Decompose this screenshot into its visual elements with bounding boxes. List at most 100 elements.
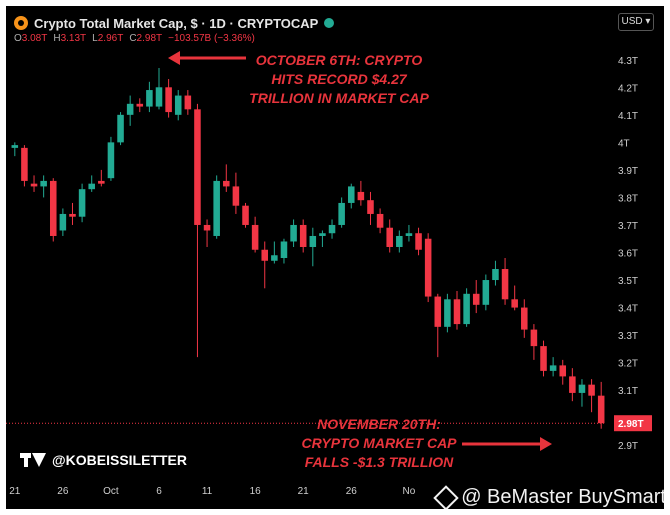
candle-body[interactable] bbox=[155, 87, 163, 107]
candle-body[interactable] bbox=[559, 365, 567, 377]
candle-body[interactable] bbox=[347, 186, 355, 203]
x-tick-label: No bbox=[403, 486, 416, 497]
candle-body[interactable] bbox=[319, 233, 326, 236]
candle-body[interactable] bbox=[511, 299, 518, 308]
candle-body[interactable] bbox=[242, 205, 249, 225]
top-annotation: OCTOBER 6TH: CRYPTO HITS RECORD $4.27 TR… bbox=[244, 51, 434, 108]
candle-body[interactable] bbox=[59, 213, 67, 231]
candle-body[interactable] bbox=[78, 189, 86, 217]
candle-body[interactable] bbox=[21, 147, 28, 181]
candle-body[interactable] bbox=[521, 307, 528, 330]
y-tick-label: 2.98T bbox=[618, 419, 644, 430]
candle-body[interactable] bbox=[232, 186, 240, 206]
candle-body[interactable] bbox=[463, 293, 470, 325]
candle-body[interactable] bbox=[40, 180, 47, 187]
tradingview-logo-icon bbox=[20, 453, 46, 467]
candle-body[interactable] bbox=[271, 255, 278, 261]
candle-body[interactable] bbox=[386, 227, 393, 247]
candle-body[interactable] bbox=[597, 395, 605, 424]
cryptocap-logo-icon bbox=[14, 16, 28, 30]
candle-body[interactable] bbox=[569, 376, 576, 393]
bottom-annotation-line: NOVEMBER 20TH: bbox=[317, 416, 441, 432]
candle-body[interactable] bbox=[549, 365, 557, 371]
y-tick-label: 3.9T bbox=[618, 166, 638, 177]
current-price-tag bbox=[614, 415, 652, 432]
candle-body[interactable] bbox=[280, 241, 288, 259]
watermark-text: @KOBEISSILETTER bbox=[52, 452, 187, 468]
candle-body[interactable] bbox=[30, 183, 38, 187]
candle-body[interactable] bbox=[588, 384, 595, 396]
candle-body[interactable] bbox=[501, 269, 509, 300]
candle-body[interactable] bbox=[126, 103, 134, 115]
candle-body[interactable] bbox=[396, 235, 403, 247]
y-tick-label: 4T bbox=[618, 138, 630, 149]
candles-group bbox=[11, 68, 605, 429]
candle-body[interactable] bbox=[309, 235, 317, 247]
candle-body[interactable] bbox=[213, 180, 220, 236]
candle-body[interactable] bbox=[492, 269, 499, 281]
candle-body[interactable] bbox=[290, 224, 297, 242]
symbol-title[interactable]: Crypto Total Market Cap, $ · 1D · CRYPTO… bbox=[34, 15, 319, 31]
candle-body[interactable] bbox=[69, 213, 76, 217]
candle-body[interactable] bbox=[540, 346, 547, 371]
candle-body[interactable] bbox=[261, 249, 269, 261]
top-annotation-line: OCTOBER 6TH: CRYPTO bbox=[255, 52, 423, 68]
candle-body[interactable] bbox=[203, 224, 211, 231]
x-tick-label: 6 bbox=[156, 486, 162, 497]
candle-body[interactable] bbox=[299, 224, 307, 247]
currency-selector[interactable]: USD ▾ bbox=[618, 13, 654, 31]
annotation-arrows bbox=[168, 51, 552, 451]
candle-body[interactable] bbox=[367, 200, 374, 214]
ohlc-readout: O3.08T H3.13T L2.96T C2.98T −103.57B (−3… bbox=[14, 33, 255, 44]
candle-body[interactable] bbox=[88, 183, 95, 190]
candle-body[interactable] bbox=[444, 299, 451, 327]
candle-body[interactable] bbox=[117, 114, 124, 143]
candle-body[interactable] bbox=[453, 299, 461, 325]
bottom-annotation-line: CRYPTO MARKET CAP bbox=[301, 435, 457, 451]
candle-body[interactable] bbox=[251, 224, 259, 250]
x-tick-label: 26 bbox=[346, 486, 358, 497]
candle-body[interactable] bbox=[578, 384, 586, 393]
y-tick-label: 3.4T bbox=[618, 304, 638, 315]
candle-body[interactable] bbox=[434, 296, 442, 327]
close-value: 2.98T bbox=[136, 33, 163, 44]
x-tick-label: 16 bbox=[250, 486, 262, 497]
candle-body[interactable] bbox=[482, 280, 490, 305]
low-value: 2.96T bbox=[97, 33, 124, 44]
candle-body[interactable] bbox=[174, 95, 182, 115]
candle-body[interactable] bbox=[424, 238, 432, 297]
candle-body[interactable] bbox=[11, 145, 19, 148]
x-tick-label: 21 bbox=[9, 486, 21, 497]
y-tick-label: 3.7T bbox=[618, 221, 638, 232]
candle-body[interactable] bbox=[146, 90, 153, 107]
candle-body[interactable] bbox=[49, 180, 57, 236]
candlestick-chart[interactable]: 4.3T 4.2T 4.1T 4T 3.9T 3.8T 3.7T 3.6T 3.5T 3.4T 3.… bbox=[6, 6, 664, 509]
candle-body[interactable] bbox=[530, 329, 538, 347]
candle-body[interactable] bbox=[405, 233, 413, 236]
candle-body[interactable] bbox=[472, 293, 480, 305]
y-tick-label: 4.2T bbox=[618, 83, 638, 94]
y-axis: 4.3T 4.2T 4.1T 4T 3.9T 3.8T 3.7T 3.6T 3.5T 3.4T 3.… bbox=[614, 56, 652, 452]
candle-body[interactable] bbox=[328, 224, 336, 234]
x-tick-label: 11 bbox=[202, 486, 213, 497]
y-tick-label: 3.6T bbox=[618, 249, 638, 260]
candle-body[interactable] bbox=[357, 191, 365, 201]
candle-body[interactable] bbox=[223, 180, 230, 187]
candle-body[interactable] bbox=[376, 213, 384, 228]
bottom-arrow-head-icon bbox=[540, 437, 552, 451]
candle-body[interactable] bbox=[338, 202, 345, 225]
bottom-annotation-line: FALLS -$1.3 TRILLION bbox=[304, 454, 454, 470]
candle-body[interactable] bbox=[165, 87, 172, 113]
y-tick-label: 4.3T bbox=[618, 56, 638, 67]
candle-body[interactable] bbox=[136, 103, 144, 107]
candle-body[interactable] bbox=[107, 142, 115, 179]
candle-body[interactable] bbox=[415, 233, 422, 250]
change-value: −103.57B (−3.36%) bbox=[168, 33, 255, 44]
candle-body[interactable] bbox=[194, 109, 201, 225]
candle-body[interactable] bbox=[184, 95, 192, 110]
top-annotation-line: TRILLION IN MARKET CAP bbox=[249, 90, 429, 106]
y-tick-label: 4.1T bbox=[618, 111, 638, 122]
candle-body[interactable] bbox=[98, 180, 105, 184]
x-tick-label: Oct bbox=[103, 486, 119, 497]
close-label: C bbox=[129, 33, 137, 44]
